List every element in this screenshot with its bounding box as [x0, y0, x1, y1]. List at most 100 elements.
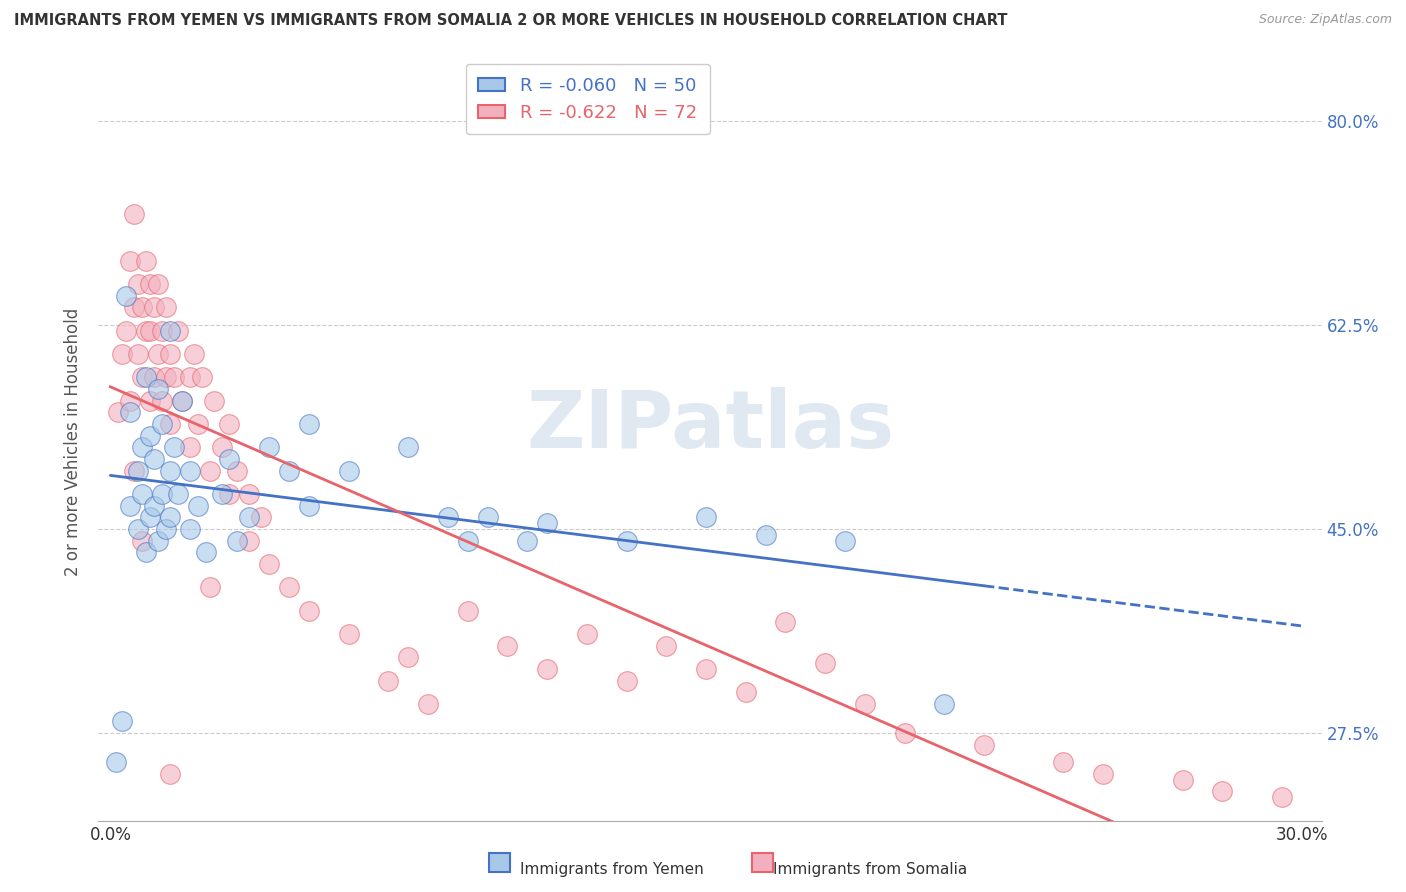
Point — [146, 277, 169, 291]
Point — [131, 301, 153, 315]
Point — [135, 324, 157, 338]
Point — [143, 370, 166, 384]
Point — [616, 673, 638, 688]
Point — [139, 393, 162, 408]
Point — [127, 277, 149, 291]
Point — [934, 697, 956, 711]
Point — [131, 370, 153, 384]
Point — [155, 522, 177, 536]
Point — [143, 301, 166, 315]
Point — [150, 393, 173, 408]
Point — [115, 324, 138, 338]
Point — [1171, 772, 1194, 787]
Point — [457, 604, 479, 618]
Point — [143, 452, 166, 467]
Point — [218, 417, 240, 431]
Point — [893, 726, 915, 740]
Point — [163, 441, 186, 455]
Point — [238, 510, 260, 524]
Point — [179, 464, 201, 478]
Point — [131, 487, 153, 501]
Point — [105, 756, 128, 770]
Point — [187, 417, 209, 431]
Point — [155, 301, 177, 315]
Point — [396, 441, 419, 455]
Point — [1271, 790, 1294, 805]
Point — [226, 533, 249, 548]
Point — [122, 464, 145, 478]
Point — [159, 510, 181, 524]
Point — [755, 528, 778, 542]
Point — [111, 714, 134, 729]
Point — [159, 347, 181, 361]
Point — [1211, 784, 1233, 798]
Point — [496, 639, 519, 653]
Point — [250, 510, 273, 524]
Point — [198, 464, 221, 478]
Point — [107, 405, 129, 419]
Point — [143, 499, 166, 513]
Point — [477, 510, 499, 524]
Point — [120, 393, 142, 408]
Point — [166, 487, 188, 501]
Point — [211, 441, 233, 455]
Point — [127, 347, 149, 361]
Point — [159, 767, 181, 781]
Point — [150, 417, 173, 431]
Point — [179, 441, 201, 455]
Point — [1052, 756, 1074, 770]
Point — [457, 533, 479, 548]
Point — [1092, 767, 1115, 781]
Text: Immigrants from Yemen: Immigrants from Yemen — [520, 863, 704, 877]
Point — [416, 697, 439, 711]
Point — [155, 370, 177, 384]
Point — [238, 487, 260, 501]
Point — [202, 393, 225, 408]
Point — [146, 347, 169, 361]
Point — [122, 301, 145, 315]
Point — [337, 464, 360, 478]
Point — [218, 452, 240, 467]
Text: ZIPatlas: ZIPatlas — [526, 387, 894, 466]
Point — [834, 533, 856, 548]
Point — [536, 662, 558, 676]
Point — [179, 370, 201, 384]
Point — [814, 656, 837, 670]
Text: Source: ZipAtlas.com: Source: ZipAtlas.com — [1258, 13, 1392, 27]
Point — [695, 510, 717, 524]
Y-axis label: 2 or more Vehicles in Household: 2 or more Vehicles in Household — [65, 308, 83, 575]
Point — [194, 545, 217, 559]
Point — [298, 604, 321, 618]
Point — [111, 347, 134, 361]
Point — [139, 277, 162, 291]
Point — [695, 662, 717, 676]
Point — [655, 639, 678, 653]
Point — [516, 533, 538, 548]
Bar — [752, 853, 773, 872]
Point — [183, 347, 205, 361]
Point — [226, 464, 249, 478]
Point — [166, 324, 188, 338]
Point — [131, 533, 153, 548]
Point — [170, 393, 193, 408]
Point — [575, 627, 598, 641]
Point — [120, 253, 142, 268]
Point — [159, 324, 181, 338]
Point — [150, 324, 173, 338]
Point — [278, 580, 301, 594]
Point — [853, 697, 876, 711]
Point — [179, 522, 201, 536]
Point — [146, 533, 169, 548]
Point — [146, 382, 169, 396]
Point — [120, 405, 142, 419]
Text: Immigrants from Somalia: Immigrants from Somalia — [773, 863, 967, 877]
Point — [127, 522, 149, 536]
Point — [218, 487, 240, 501]
Point — [170, 393, 193, 408]
Point — [973, 738, 995, 752]
Point — [135, 370, 157, 384]
Point — [131, 441, 153, 455]
Point — [159, 464, 181, 478]
Point — [298, 417, 321, 431]
Point — [437, 510, 460, 524]
